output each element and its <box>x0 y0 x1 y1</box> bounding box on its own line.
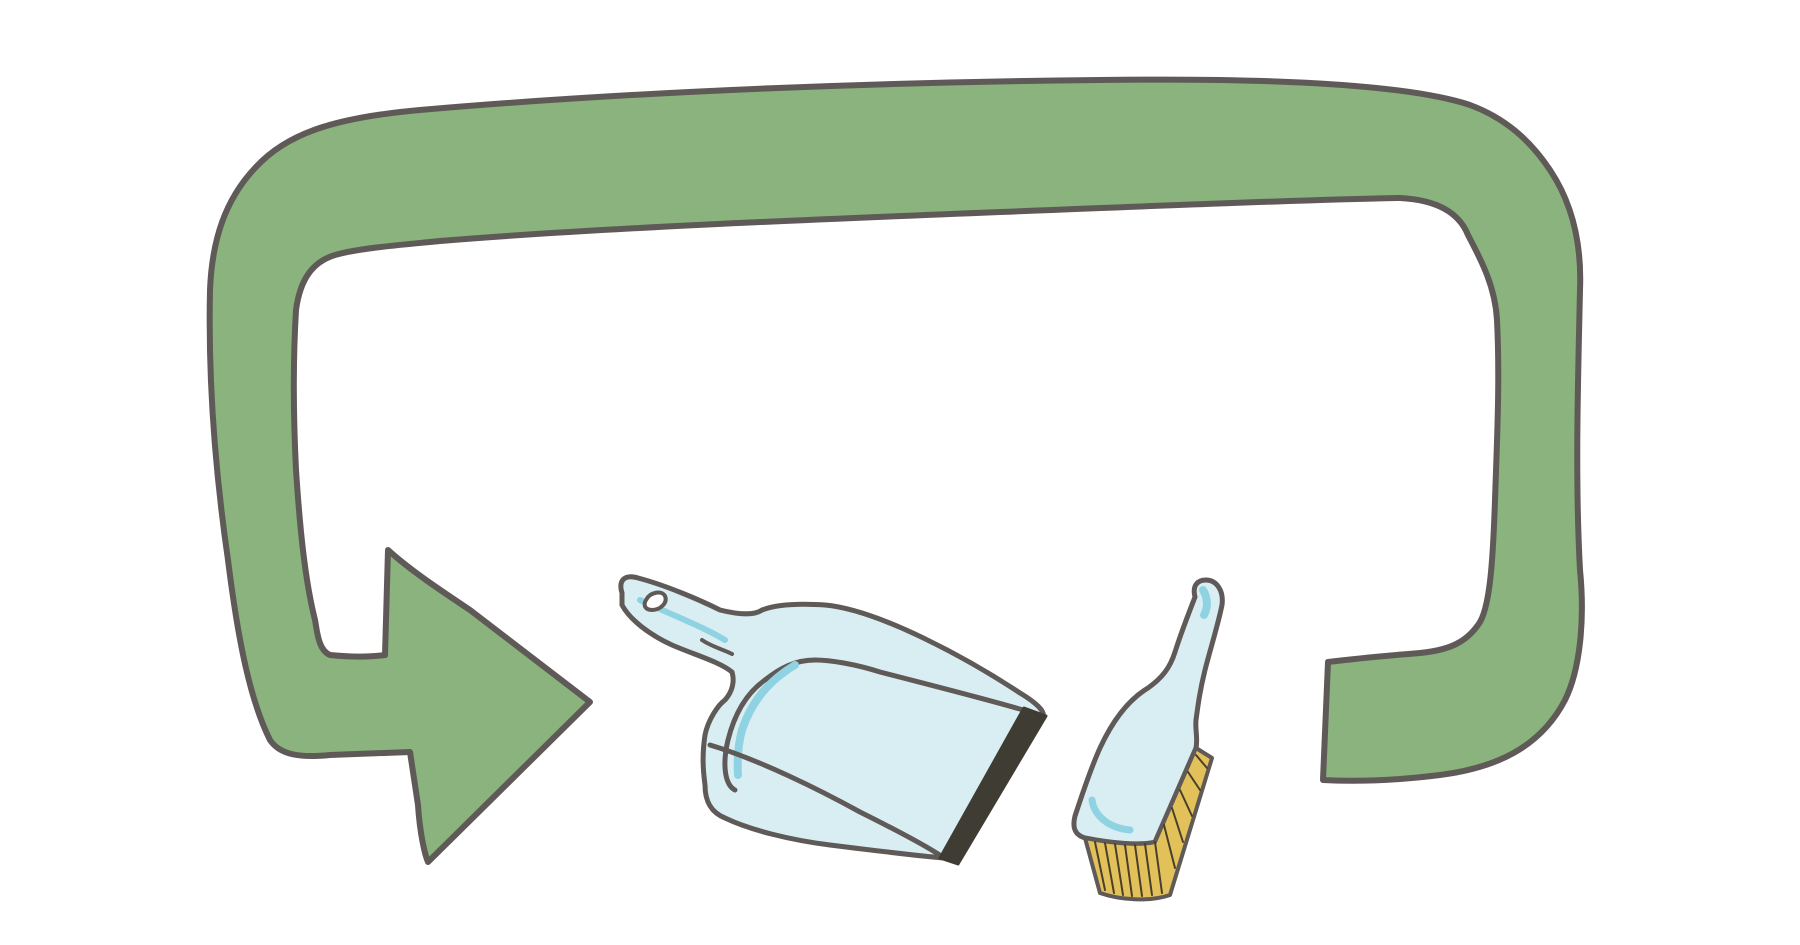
brush-block-shade <box>1088 796 1134 834</box>
dustpan-rubber-lip <box>938 706 1048 866</box>
dustpan-icon <box>618 574 1048 866</box>
dustpan-floor-edge <box>707 742 947 861</box>
bristle-strands <box>1094 754 1208 897</box>
arrow-body <box>206 76 1585 865</box>
dustpan-inner-shade <box>733 661 799 779</box>
hand-brush-icon <box>1071 577 1225 902</box>
cycle-arrow-icon <box>206 76 1585 865</box>
dustpan-inner-rim <box>722 657 1033 793</box>
dustpan-handle-notch <box>700 638 734 656</box>
brush-handle-shade <box>1199 586 1211 619</box>
dustpan-hang-hole <box>642 590 668 613</box>
dustpan-body <box>618 574 1046 861</box>
